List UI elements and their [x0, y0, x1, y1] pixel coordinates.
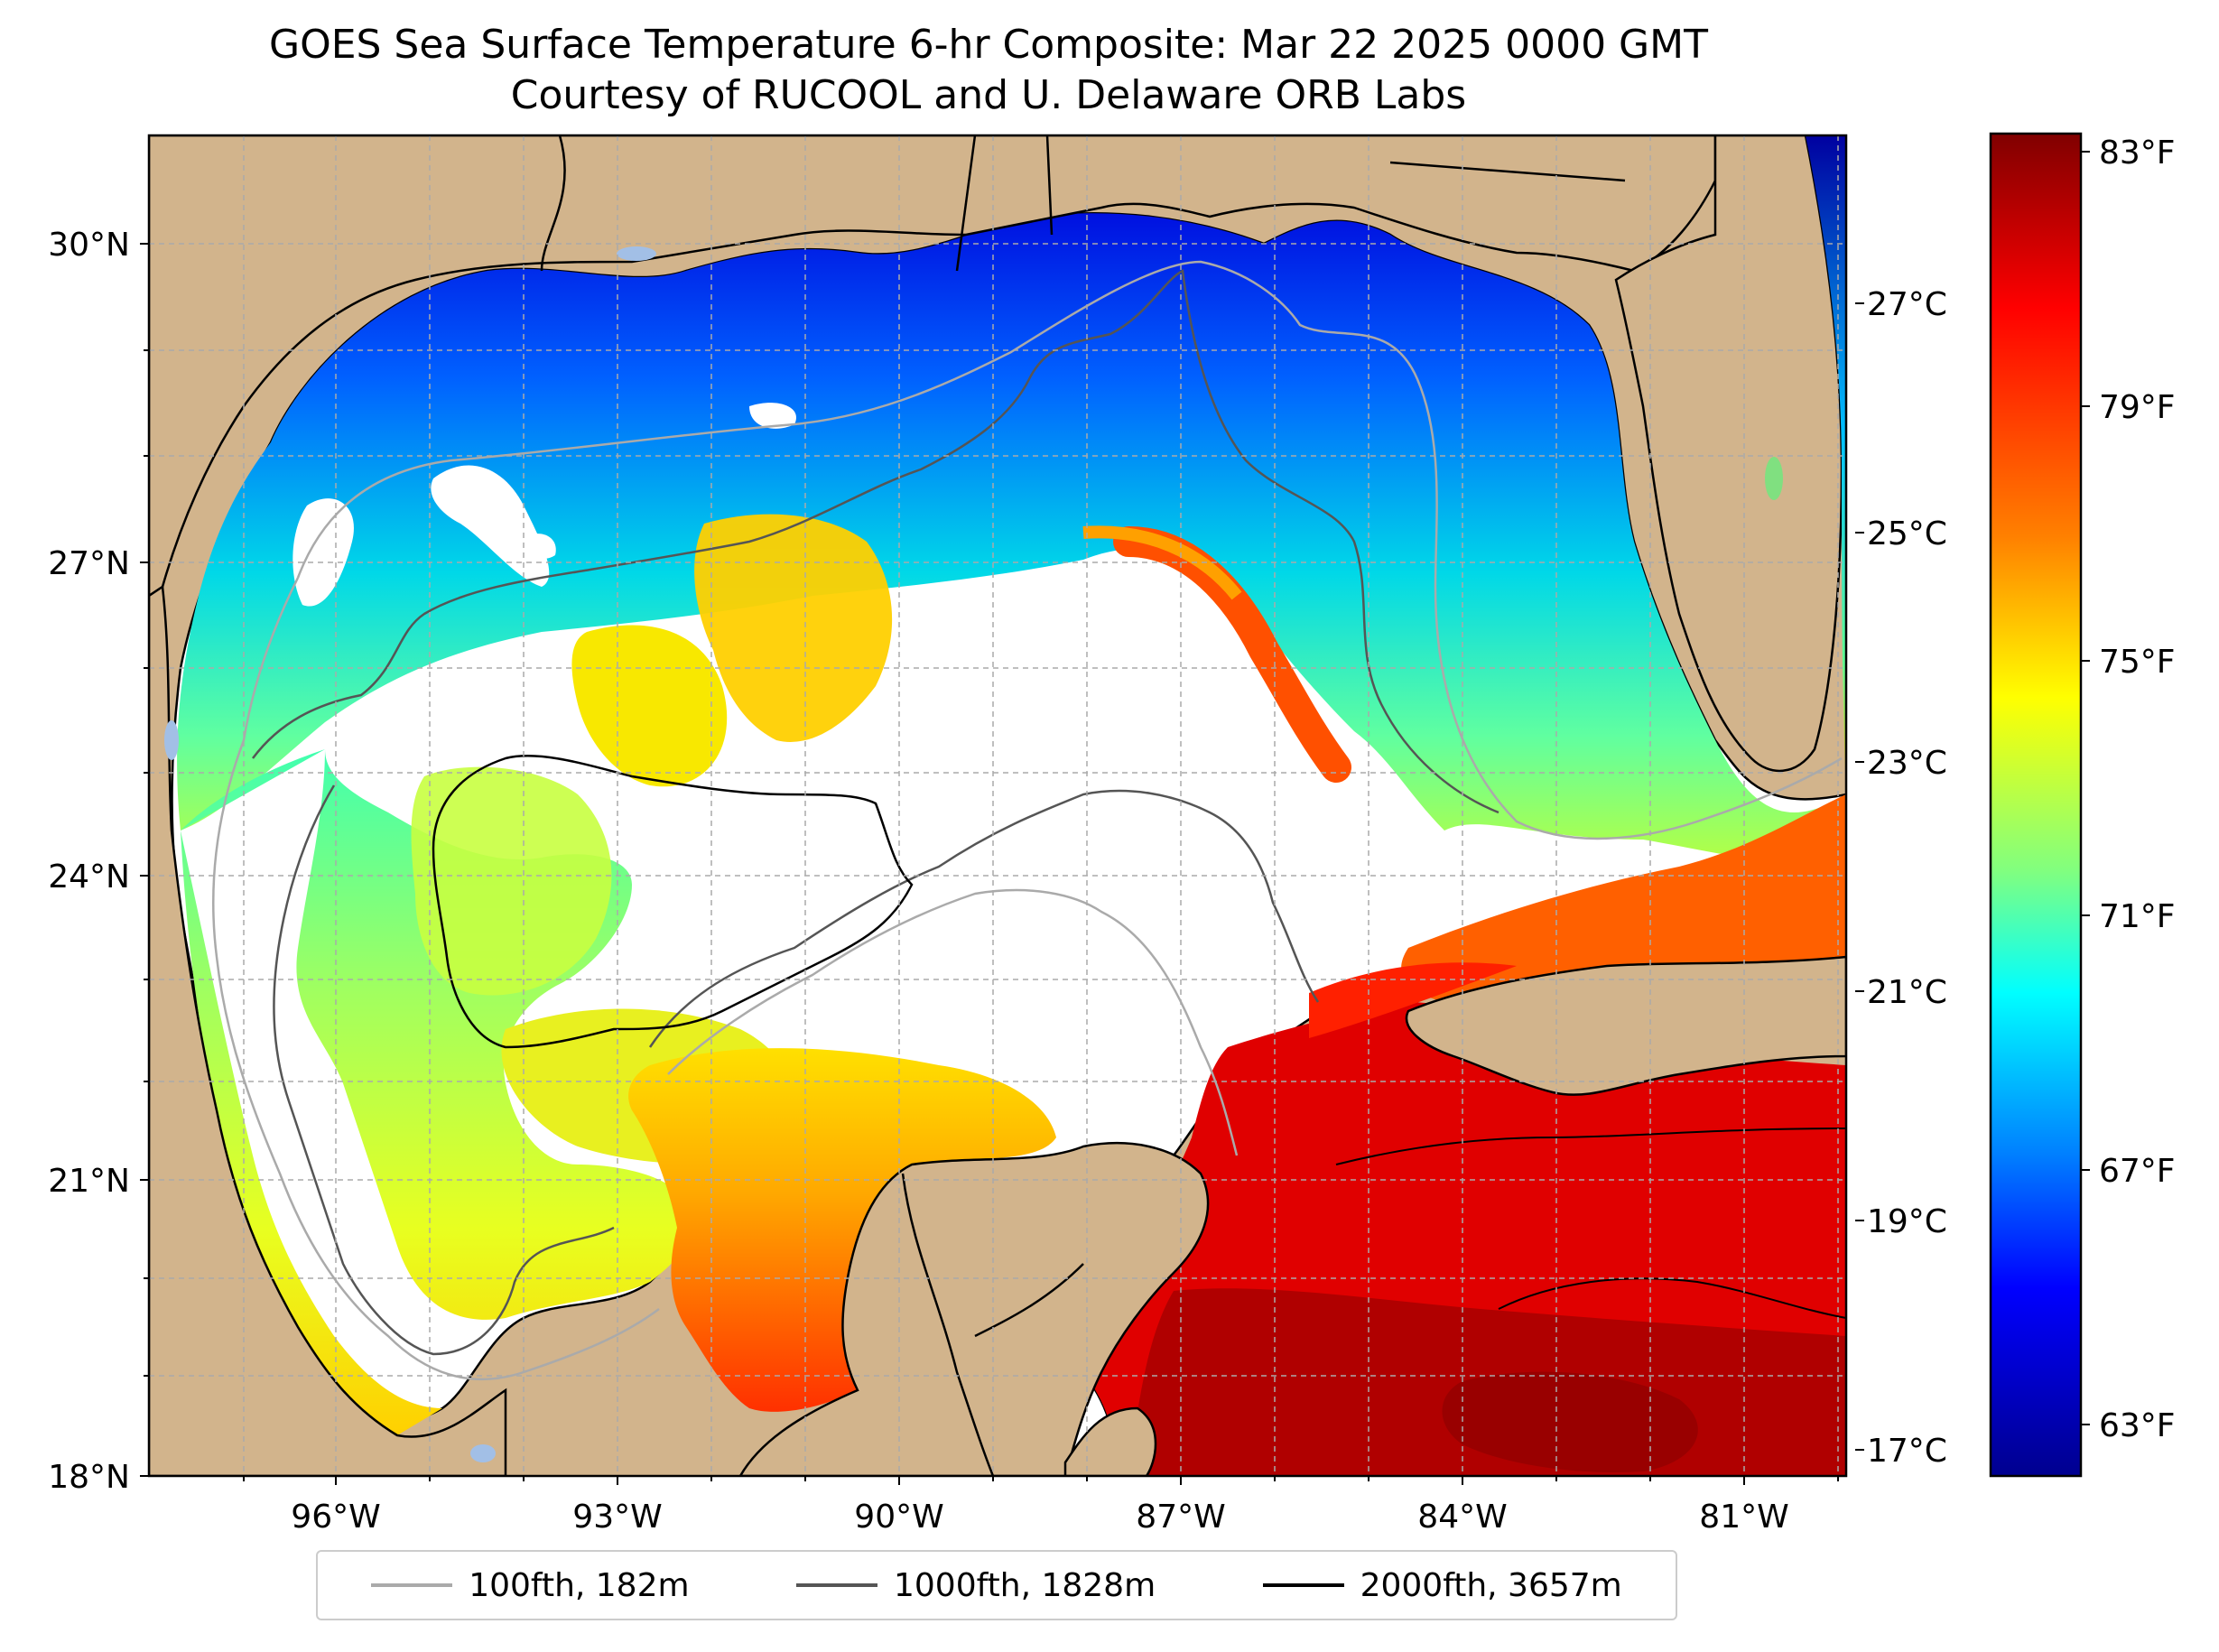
no-data-patch [292, 498, 354, 607]
sst-loop-current [1082, 525, 1242, 600]
sst-central-warm [571, 625, 728, 787]
contour-1000fth [252, 269, 1499, 814]
legend-label: 100fth, 182m [469, 1566, 690, 1604]
colorbar-f-label: 67°F [2099, 1153, 2176, 1190]
colorbar-c-label: 23°C [1867, 745, 1947, 782]
contour-2000fth [1335, 1128, 1846, 1165]
lat-label: 24°N [48, 858, 130, 896]
political-border [974, 1263, 1084, 1338]
political-border [1045, 135, 1054, 236]
contour-100fth [667, 888, 1239, 1156]
no-data-patch [749, 403, 796, 429]
lon-label: 81°W [1699, 1499, 1788, 1536]
political-border [955, 135, 977, 272]
lon-label: 96°W [291, 1499, 380, 1536]
sst-florida-straits [1309, 962, 1517, 1038]
lon-label: 84°W [1417, 1499, 1507, 1536]
lat-label: 30°N [48, 227, 130, 264]
gridlines [149, 135, 1846, 1476]
colorbar-f-label: 83°F [2099, 135, 2176, 172]
lat-label: 21°N [48, 1163, 130, 1200]
lake [617, 246, 656, 261]
sst-western-gulf [411, 766, 612, 996]
contour-2000fth [432, 755, 914, 1049]
legend-label: 1000fth, 1828m [893, 1566, 1156, 1604]
legend-item-100fth: 100fth, 182m [371, 1566, 690, 1604]
colorbar-c-label: 19°C [1867, 1203, 1947, 1240]
lon-label: 90°W [854, 1499, 943, 1536]
colorbar-c-label: 27°C [1867, 286, 1947, 323]
lat-label: 27°N [48, 545, 130, 582]
legend-item-2000fth: 2000fth, 3657m [1262, 1566, 1622, 1604]
sst-central-warm [694, 514, 893, 742]
lake [1765, 457, 1783, 500]
contour-1000fth [273, 784, 615, 1356]
colorbar-c-label: 17°C [1867, 1433, 1947, 1470]
sst-caribbean-deep [1442, 1371, 1698, 1472]
contour-100fth [212, 577, 660, 1381]
lake [164, 720, 179, 760]
colorbar-f-label: 79°F [2099, 389, 2176, 426]
contour-2000fth [1498, 1277, 1846, 1319]
contour-legend: 100fth, 182m 1000fth, 1828m 2000fth, 365… [316, 1550, 1677, 1620]
sst-florida-straits [1401, 794, 1846, 1002]
sst-bay-of-campeche [628, 1048, 1056, 1412]
land-florida-peninsula [1614, 135, 1843, 773]
colorbar-ticks [1855, 151, 2090, 1451]
colorbar-f-label: 75°F [2099, 644, 2176, 681]
map-subtitle: Courtesy of RUCOOL and U. Delaware ORB L… [510, 72, 1467, 118]
colorbar-c-label: 21°C [1867, 974, 1947, 1011]
sst-northern-shelf [177, 213, 1846, 867]
land-cuba [1405, 955, 1846, 1096]
map-frame [147, 134, 1848, 1478]
lake [470, 1444, 496, 1462]
map-panel [149, 135, 1846, 1476]
political-border [1389, 161, 1626, 182]
lat-label: 18°N [48, 1459, 130, 1496]
legend-item-1000fth: 1000fth, 1828m [795, 1566, 1156, 1604]
legend-label: 2000fth, 3657m [1360, 1566, 1622, 1604]
legend-line-icon [1262, 1583, 1344, 1587]
lon-label: 93°W [572, 1499, 662, 1536]
legend-line-icon [795, 1583, 877, 1587]
no-data-patch [524, 534, 556, 559]
lon-label: 87°W [1136, 1499, 1225, 1536]
colorbar-f-label: 71°F [2099, 898, 2176, 935]
axis-ticks [140, 243, 1839, 1485]
land-atlantic-coast [1715, 135, 1846, 794]
legend-line-icon [371, 1583, 453, 1587]
colorbar [1989, 132, 2083, 1478]
political-border [540, 135, 566, 272]
contour-100fth [296, 260, 1843, 840]
no-data-patch [431, 465, 550, 587]
map-title: GOES Sea Surface Temperature 6-hr Compos… [268, 22, 1708, 68]
contour-1000fth [648, 789, 1320, 1048]
land-mexico [149, 584, 507, 1476]
colorbar-c-label: 25°C [1867, 515, 1947, 552]
colorbar-f-label: 63°F [2099, 1407, 2176, 1444]
political-border [901, 1173, 995, 1476]
land-honduras [1063, 1406, 1157, 1476]
